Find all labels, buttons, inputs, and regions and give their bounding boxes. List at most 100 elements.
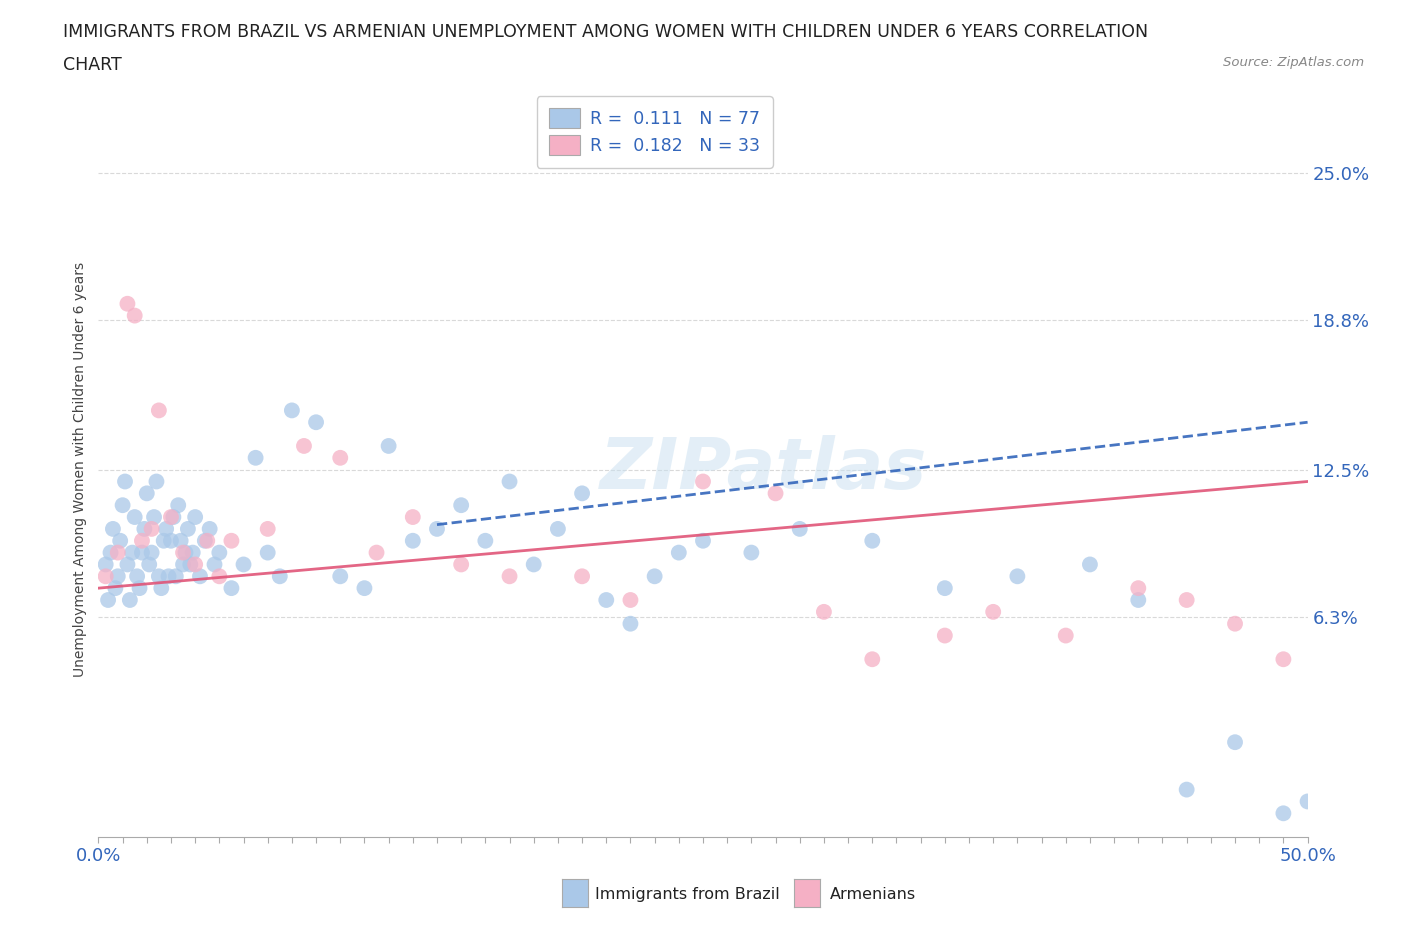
Point: [198, 522, 221, 537]
Point: [692, 474, 714, 489]
Point: [131, 533, 153, 548]
Point: [145, 474, 167, 489]
Text: CHART: CHART: [63, 56, 122, 73]
Point: [177, 522, 200, 537]
Point: [162, 510, 184, 525]
Point: [860, 533, 883, 548]
Point: [172, 545, 194, 560]
Point: [1007, 569, 1029, 584]
Point: [353, 580, 375, 595]
Point: [1223, 617, 1246, 631]
Point: [118, 592, 141, 607]
Point: [692, 533, 714, 548]
Point: [619, 617, 641, 631]
Point: [860, 652, 883, 667]
Point: [644, 569, 666, 584]
Point: [152, 533, 174, 548]
Point: [571, 485, 593, 500]
Point: [1223, 735, 1246, 750]
Point: [221, 580, 243, 595]
Point: [789, 522, 811, 537]
Point: [1078, 557, 1101, 572]
Point: [169, 533, 191, 548]
Point: [167, 498, 190, 512]
Point: [1296, 794, 1319, 809]
Point: [426, 522, 449, 537]
Point: [148, 403, 170, 418]
Point: [94, 557, 117, 572]
Point: [184, 557, 207, 572]
Point: [934, 628, 956, 643]
Point: [165, 569, 187, 584]
Point: [281, 403, 304, 418]
Point: [124, 308, 146, 323]
Point: [117, 557, 139, 572]
Point: [402, 533, 425, 548]
Point: [402, 510, 425, 525]
Point: [329, 569, 352, 584]
Point: [377, 439, 399, 454]
Point: [128, 580, 150, 595]
Point: [208, 545, 231, 560]
Point: [668, 545, 690, 560]
Point: [1054, 628, 1077, 643]
Point: [547, 522, 569, 537]
Point: [450, 557, 472, 572]
Point: [121, 545, 143, 560]
Point: [107, 569, 129, 584]
Point: [981, 604, 1004, 619]
Point: [194, 533, 217, 548]
Point: [934, 580, 956, 595]
Point: [100, 545, 122, 560]
Text: Immigrants from Brazil: Immigrants from Brazil: [595, 887, 779, 902]
Point: [1272, 652, 1295, 667]
Point: [269, 569, 291, 584]
Point: [221, 533, 243, 548]
Point: [1128, 592, 1150, 607]
Point: [131, 545, 153, 560]
Point: [179, 557, 201, 572]
Point: [474, 533, 496, 548]
Point: [740, 545, 762, 560]
Point: [256, 545, 278, 560]
Point: [305, 415, 328, 430]
Text: Armenians: Armenians: [830, 887, 915, 902]
Point: [107, 545, 129, 560]
Point: [94, 569, 117, 584]
Point: [150, 580, 173, 595]
Point: [143, 510, 166, 525]
Legend: R =  0.111   N = 77, R =  0.182   N = 33: R = 0.111 N = 77, R = 0.182 N = 33: [537, 97, 773, 167]
Point: [232, 557, 254, 572]
Point: [188, 569, 211, 584]
Point: [181, 545, 204, 560]
Point: [104, 580, 127, 595]
Point: [117, 297, 139, 312]
Point: [1128, 580, 1150, 595]
Point: [523, 557, 546, 572]
Point: [141, 522, 163, 537]
Point: [1272, 806, 1295, 821]
Point: [208, 569, 231, 584]
Point: [160, 533, 183, 548]
Point: [148, 569, 170, 584]
Point: [498, 474, 520, 489]
Point: [595, 592, 617, 607]
Point: [174, 545, 197, 560]
Point: [366, 545, 388, 560]
Point: [195, 533, 218, 548]
Point: [172, 557, 194, 572]
Point: [498, 569, 520, 584]
Point: [111, 498, 134, 512]
Point: [184, 510, 207, 525]
Point: [160, 510, 183, 525]
Point: [124, 510, 146, 525]
Point: [157, 569, 180, 584]
Point: [1175, 592, 1198, 607]
Point: [101, 522, 124, 537]
Point: [813, 604, 835, 619]
Point: [765, 485, 787, 500]
Point: [127, 569, 149, 584]
Point: [329, 450, 352, 465]
Point: [135, 485, 157, 500]
Point: [108, 533, 131, 548]
